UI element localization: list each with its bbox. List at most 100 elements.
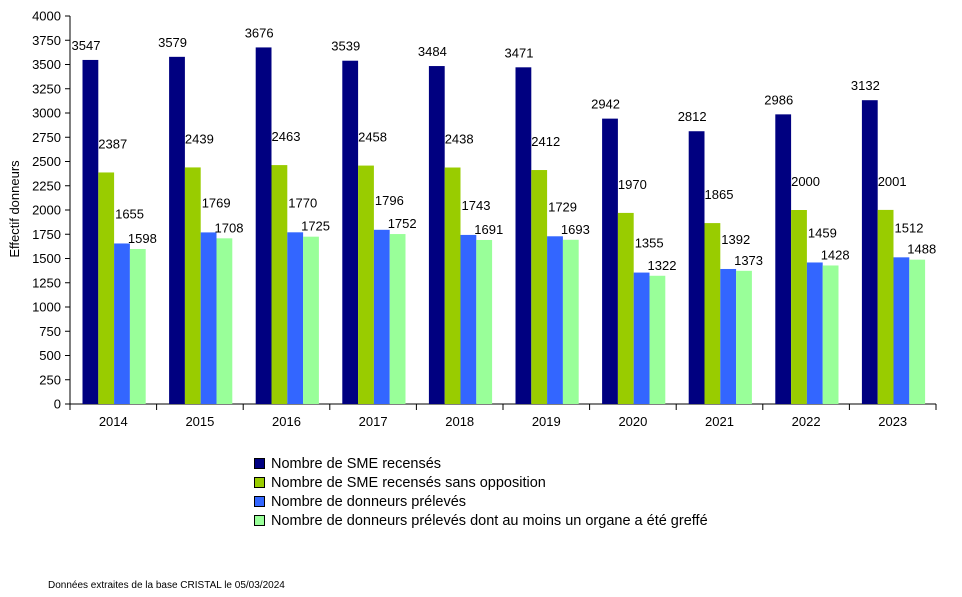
bar [82,59,99,404]
legend-item-donneurs-greffes: Nombre de donneurs prélevés dont au moin… [254,511,708,530]
data-label: 1373 [734,253,763,268]
axes: 0 250 500 750 1000 1250 1500 1750 2000 2250 2500 27… [32,9,937,429]
x-tick-label: 2021 [705,414,734,429]
bar [775,114,792,404]
data-label: 1693 [561,222,590,237]
y-tick-label: 500 [39,348,61,363]
bar [861,100,878,405]
data-label: 3132 [851,78,880,93]
data-label: 1655 [115,206,144,221]
legend-label-donneurs-greffes: Nombre de donneurs prélevés dont au moin… [271,512,708,529]
data-label: 1769 [202,195,231,210]
bar [460,234,477,404]
bar [287,232,304,404]
data-label: 1355 [635,236,664,251]
y-tick-label: 1500 [32,251,61,266]
bar [688,131,705,404]
data-label: 2986 [764,92,793,107]
y-tick-label: 2250 [32,178,61,193]
bars [82,47,926,405]
data-label: 2387 [98,136,127,151]
bar [893,257,910,404]
bar [358,165,374,404]
data-label: 1691 [474,222,503,237]
bar [216,238,233,404]
data-label: 1743 [462,198,491,213]
bar [200,232,217,404]
footnote: Données extraites de la base CRISTAL le … [48,580,285,591]
bar [444,167,461,404]
data-label: 2458 [358,130,387,145]
data-label: 1708 [215,220,244,235]
data-label: 2942 [591,97,620,112]
bar [389,234,406,404]
y-tick-label: 0 [54,397,61,412]
data-label: 2438 [445,132,474,147]
y-tick-label: 3000 [32,106,61,121]
x-tick-label: 2017 [359,414,388,429]
data-label: 2412 [531,134,560,149]
legend-swatch-donneurs-greffes [254,515,265,526]
data-labels: 3547 3579 3676 3539 3484 3471 2942 2812 2986 3132… [72,25,937,272]
bar [806,262,823,404]
y-tick-label: 2000 [32,203,61,218]
data-label: 1970 [618,177,647,192]
bar [271,165,288,404]
bar [255,47,272,404]
data-label: 3471 [505,45,534,60]
data-label: 3676 [245,25,274,40]
data-label: 1598 [128,231,157,246]
bar [602,118,618,404]
y-tick-label: 1000 [32,300,61,315]
x-tick-label: 2023 [878,414,907,429]
data-label: 1865 [705,187,734,202]
bar [303,236,319,404]
bar [515,67,532,405]
bar [877,209,894,404]
y-tick-label: 1250 [32,275,61,290]
y-tick-label: 2750 [32,130,61,145]
data-label: 1752 [388,216,417,231]
legend-item-sme-sans-opposition: Nombre de SME recensés sans opposition [254,473,708,492]
data-label: 3579 [158,35,187,50]
data-label: 1770 [288,195,317,210]
x-tick-label: 2015 [185,414,214,429]
data-label: 2463 [272,129,301,144]
legend-item-sme: Nombre de SME recensés [254,454,708,473]
bar [129,248,146,404]
data-label: 3547 [72,38,101,53]
data-label: 1796 [375,193,404,208]
data-label: 1729 [548,199,577,214]
bar-chart: 0 250 500 750 1000 1250 1500 1750 2000 2250 2500 27… [7,9,937,429]
bar [617,212,634,404]
bar [169,56,185,404]
data-label: 1512 [895,220,924,235]
y-tick-label: 3750 [32,33,61,48]
data-label: 2001 [878,174,907,189]
data-label: 3484 [418,44,447,59]
bar [114,243,130,404]
bar [791,210,807,404]
bar [98,172,115,404]
data-label: 1725 [301,219,330,234]
data-label: 1459 [808,225,837,240]
bar [562,239,579,404]
data-label: 2439 [185,131,214,146]
data-label: 1322 [648,258,677,273]
bar [736,270,752,404]
x-tick-label: 2022 [792,414,821,429]
y-tick-label: 1750 [32,227,61,242]
data-label: 1488 [907,242,936,257]
x-tick-label: 2019 [532,414,561,429]
bar [184,167,201,404]
data-label: 1428 [821,247,850,262]
x-tick-label: 2014 [99,414,128,429]
y-tick-label: 3250 [32,81,61,96]
data-label: 2000 [791,174,820,189]
bar [704,223,721,404]
y-tick-label: 3500 [32,57,61,72]
x-tick-label: 2018 [445,414,474,429]
y-tick-label: 2500 [32,154,61,169]
bar [649,275,666,404]
y-tick-label: 250 [39,372,61,387]
